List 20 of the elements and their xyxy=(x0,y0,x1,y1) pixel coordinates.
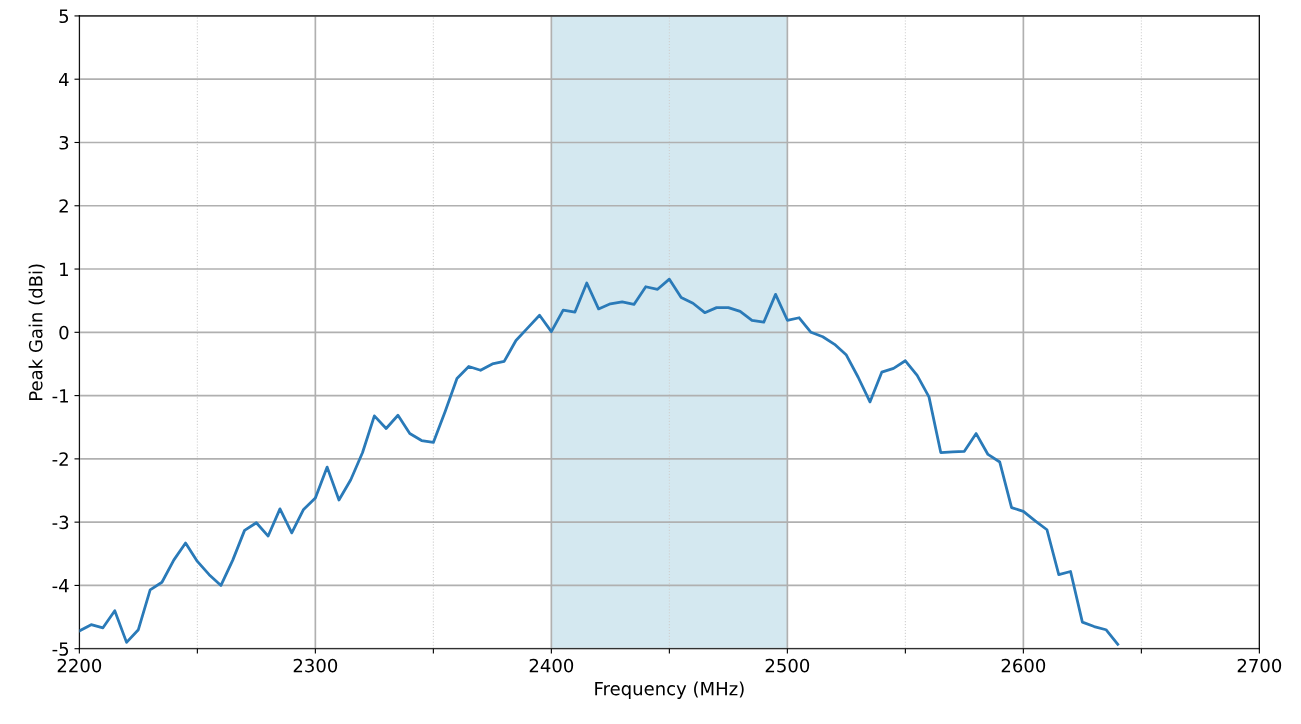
y-tick-label: -1 xyxy=(52,389,68,403)
x-axis-title: Frequency (MHz) xyxy=(595,681,744,699)
y-tick-label: 1 xyxy=(60,262,68,276)
x-tick-label: 2600 xyxy=(1001,658,1046,673)
y-tick-label: -3 xyxy=(52,515,69,530)
x-tick-label: 2400 xyxy=(529,658,574,673)
y-tick-label: -2 xyxy=(52,452,68,466)
y-tick-label: 2 xyxy=(59,199,68,213)
y-axis-title: Peak Gain (dBi) xyxy=(28,264,45,400)
y-tick-label: 4 xyxy=(59,72,69,87)
x-tick-label: 2500 xyxy=(765,658,810,673)
line-series xyxy=(79,277,1120,646)
y-tick-label: 0 xyxy=(59,325,69,340)
x-tick-label: 2200 xyxy=(57,658,102,673)
x-tick-label: 2700 xyxy=(1237,658,1282,673)
y-tick-label: 3 xyxy=(59,135,69,150)
y-tick-label: -4 xyxy=(52,579,69,593)
y-tick-label: 5 xyxy=(59,9,69,24)
x-tick-label: 2300 xyxy=(293,658,338,673)
y-tick-label: -5 xyxy=(52,642,69,656)
